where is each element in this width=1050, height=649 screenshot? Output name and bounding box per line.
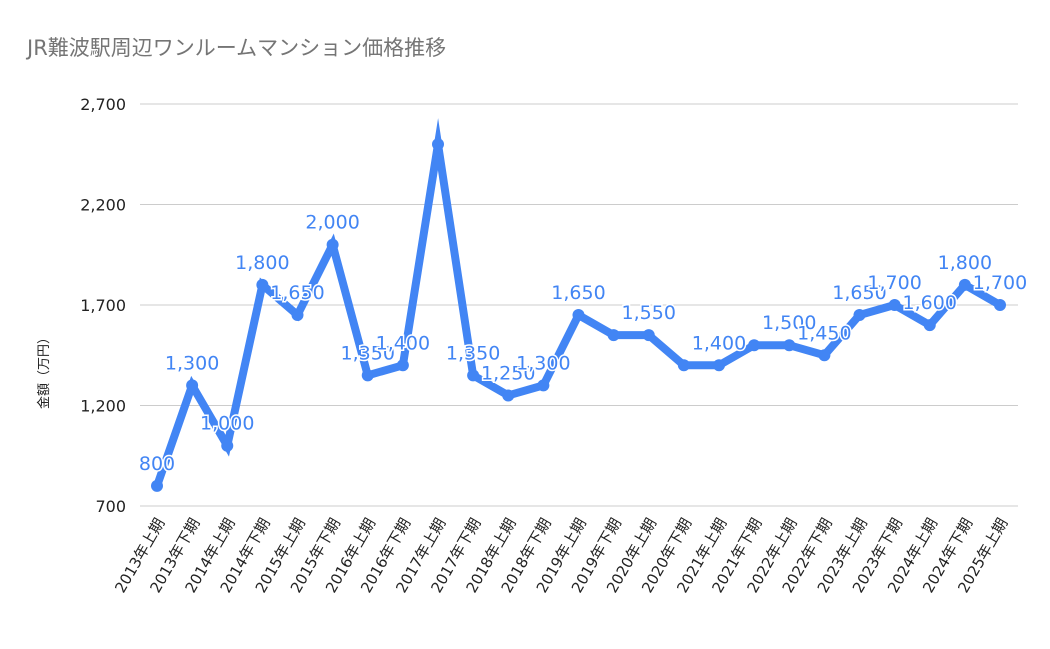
data-point bbox=[888, 299, 901, 311]
data-label: 1,700 bbox=[867, 272, 921, 294]
data-label: 1,600 bbox=[903, 292, 957, 314]
data-point bbox=[572, 309, 585, 322]
data-label: 1,650 bbox=[270, 282, 324, 304]
data-label: 1,400 bbox=[376, 332, 430, 354]
data-point bbox=[467, 369, 480, 382]
data-point bbox=[642, 329, 655, 342]
data-label: 2,000 bbox=[305, 212, 359, 234]
data-label: 1,500 bbox=[762, 312, 816, 334]
data-point bbox=[783, 339, 796, 352]
data-point bbox=[396, 359, 409, 372]
y-tick-label: 2,700 bbox=[80, 95, 126, 114]
data-point bbox=[502, 389, 515, 402]
data-point bbox=[291, 309, 304, 322]
data-point bbox=[186, 379, 199, 392]
data-label: 1,550 bbox=[622, 302, 676, 324]
data-point bbox=[853, 309, 866, 322]
data-label: 1,300 bbox=[165, 352, 219, 374]
data-point bbox=[326, 238, 339, 251]
y-axis-ticks: 700 1,200 1,700 2,200 2,700 bbox=[80, 95, 126, 516]
data-point bbox=[537, 379, 550, 392]
data-label: 1,650 bbox=[832, 282, 886, 304]
y-tick-label: 700 bbox=[95, 497, 126, 516]
data-label: 1,350 bbox=[446, 342, 500, 364]
x-axis-ticks: 2013年上期2013年下期2014年上期2014年下期2015年上期2015年… bbox=[111, 515, 1011, 596]
data-point bbox=[256, 278, 269, 291]
data-point bbox=[713, 359, 725, 372]
data-label: 1,450 bbox=[797, 322, 851, 344]
data-point bbox=[361, 369, 374, 382]
data-point bbox=[994, 299, 1006, 311]
y-axis-label: 金額（万円） bbox=[36, 331, 52, 409]
data-point bbox=[958, 278, 971, 291]
data-point bbox=[818, 349, 831, 362]
data-point bbox=[151, 479, 163, 492]
data-series bbox=[151, 118, 1006, 492]
data-label: 1,700 bbox=[973, 272, 1027, 294]
y-tick-label: 1,200 bbox=[80, 397, 126, 416]
data-point bbox=[221, 439, 234, 452]
y-tick-label: 2,200 bbox=[80, 196, 126, 215]
data-label: 1,250 bbox=[481, 362, 535, 384]
data-point bbox=[923, 319, 936, 332]
chart-title: JR難波駅周辺ワンルームマンション価格推移 bbox=[27, 36, 447, 60]
data-point bbox=[607, 329, 620, 342]
data-point bbox=[432, 138, 444, 151]
data-point bbox=[677, 359, 690, 372]
data-label: 1,800 bbox=[938, 252, 992, 274]
y-tick-label: 1,700 bbox=[80, 296, 126, 315]
data-label: 1,650 bbox=[551, 282, 605, 304]
data-label: 1,800 bbox=[235, 252, 289, 274]
data-label: 1,000 bbox=[200, 413, 254, 435]
data-label: 800 bbox=[139, 453, 175, 475]
data-label: 1,300 bbox=[516, 352, 570, 374]
data-label: 1,350 bbox=[341, 342, 395, 364]
data-point bbox=[748, 339, 761, 352]
data-label: 1,400 bbox=[692, 332, 746, 354]
